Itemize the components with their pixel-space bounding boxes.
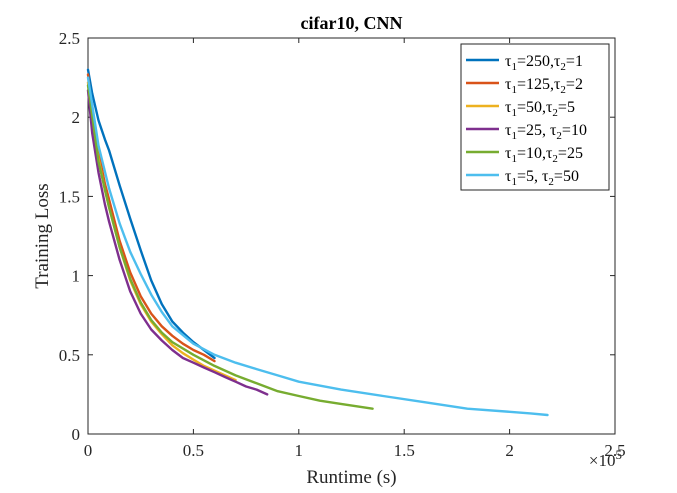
legend-subscript: 1 [511,84,517,96]
legend-subscript: 1 [511,107,517,119]
legend-text-part: = [517,145,526,162]
legend-entry: τ1=125,τ2=2 [505,76,583,96]
x-tick-label: 1.5 [394,441,415,460]
legend-entry: τ1=250,τ2=1 [505,53,583,73]
legend-tau-symbol: τ [550,122,557,139]
legend-separator: , [542,99,546,116]
legend-tau2-value: 25 [567,145,583,162]
legend-subscript: 2 [560,84,566,96]
x-tick-label: 2.5 [604,441,625,460]
legend-text-part: = [517,53,526,70]
legend-text-part: = [517,168,526,185]
legend-text-part: = [558,145,567,162]
x-axis-exponent-base: ×10 [589,451,616,470]
legend-tau1-value: 250 [526,53,550,70]
legend: τ1=250,τ2=1τ1=125,τ2=2τ1=50,τ2=5τ1=25, τ… [460,43,610,191]
legend-separator: , [542,122,550,139]
legend-subscript: 2 [560,61,566,73]
legend-tau1-value: 125 [526,76,550,93]
series-line-1 [86,68,216,360]
legend-box [460,43,610,191]
y-tick-label: 2 [72,108,81,127]
legend-tau-symbol: τ [542,168,549,185]
legend-text-part: = [558,99,567,116]
legend-text-part: = [566,53,575,70]
legend-text-part: = [517,122,526,139]
legend-subscript: 1 [511,176,517,188]
legend-tau-symbol: τ [505,76,512,93]
legend-subscript: 1 [511,61,517,73]
legend-tau-symbol: τ [505,145,512,162]
legend-tau1-value: 50 [526,99,542,116]
legend-subscript: 1 [511,153,517,165]
legend-tau2-value: 1 [575,53,583,70]
legend-text-part: = [566,76,575,93]
legend-text-part: = [554,168,563,185]
legend-tau-symbol: τ [505,53,512,70]
x-tick-label: 1 [295,441,304,460]
legend-subscript: 2 [552,107,558,119]
legend-subscript: 2 [548,176,554,188]
x-axis-label: Runtime (s) [306,467,396,488]
legend-tau-symbol: τ [546,99,553,116]
legend-tau-symbol: τ [505,168,512,185]
series-line-3 [86,81,237,382]
legend-separator: , [550,76,554,93]
legend-tau2-value: 2 [575,76,583,93]
legend-subscript: 1 [511,130,517,142]
legend-entry: τ1=10,τ2=25 [505,145,583,165]
legend-tau2-value: 5 [567,99,575,116]
y-tick-label: 1 [72,267,81,286]
legend-tau-symbol: τ [505,122,512,139]
y-axis-label: Training Loss [32,183,53,288]
y-tick-label: 1.5 [59,187,80,206]
legend-tau-symbol: τ [505,99,512,116]
y-tick-label: 0.5 [59,346,80,365]
legend-separator: , [542,145,546,162]
y-tick-label: 2.5 [59,29,80,48]
y-axis-ticks: 0 0.5 1 1.5 2 2.5 [59,29,615,444]
chart-title: cifar10, CNN [301,13,403,33]
legend-tau1-value: 5 [526,168,534,185]
x-tick-label: 0 [84,441,93,460]
legend-subscript: 2 [556,130,562,142]
legend-separator: , [550,53,554,70]
series-line-5 [86,84,374,410]
x-tick-label: 2 [505,441,514,460]
legend-text-part: = [562,122,571,139]
legend-text-part: = [517,76,526,93]
x-axis-ticks: 0 0.5 1 1.5 2 2.5 [84,38,626,460]
series-lines [86,68,549,417]
x-tick-label: 0.5 [183,441,204,460]
y-tick-label: 0 [72,425,81,444]
legend-tau-symbol: τ [546,145,553,162]
x-axis-exponent: ×105 [589,447,622,470]
legend-tau2-value: 10 [571,122,587,139]
legend-entry: τ1=25, τ2=10 [505,122,587,142]
legend-tau1-value: 10 [526,145,542,162]
series-line-6 [86,76,549,417]
legend-separator: , [534,168,542,185]
legend-entry: τ1=50,τ2=5 [505,99,575,119]
legend-tau-symbol: τ [554,76,561,93]
legend-tau1-value: 25 [526,122,542,139]
legend-tau-symbol: τ [554,53,561,70]
legend-entry: τ1=5, τ2=50 [505,168,579,188]
legend-subscript: 2 [552,153,558,165]
legend-text-part: = [517,99,526,116]
plot-area [87,37,616,435]
legend-tau2-value: 50 [563,168,579,185]
axes-box [87,37,616,435]
x-axis-exponent-power: 5 [616,447,623,462]
series-line-2 [86,73,216,363]
series-line-4 [86,89,269,396]
